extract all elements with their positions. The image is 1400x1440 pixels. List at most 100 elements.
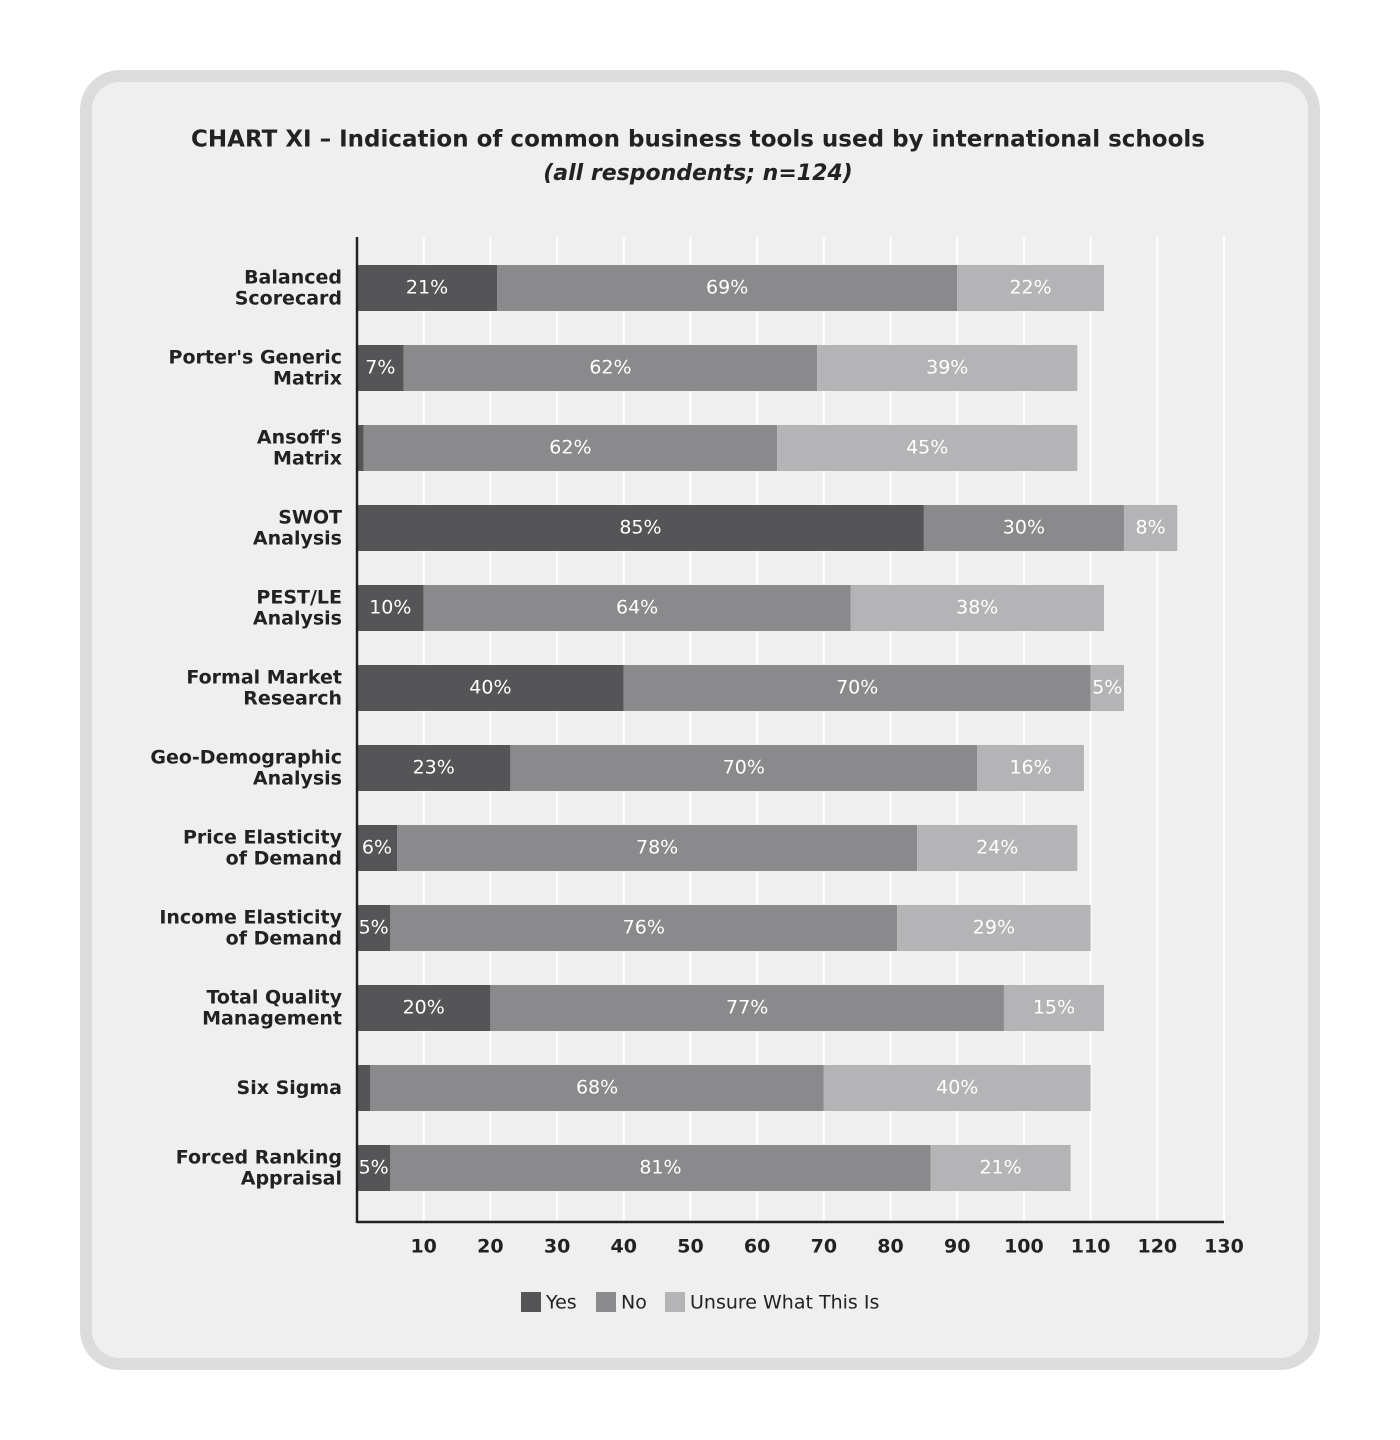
value-label: 29% [973, 917, 1015, 939]
bar-segment [357, 425, 364, 471]
value-label: 6% [362, 837, 392, 859]
y-tick-label-line: Analysis [253, 607, 342, 629]
y-tick-label-line: of Demand [226, 927, 342, 949]
y-tick-label-line: Formal Market [186, 666, 342, 688]
legend-label: Unsure What This Is [690, 1292, 879, 1314]
y-tick-label-line: Scorecard [235, 287, 342, 309]
x-tick-label: 70 [811, 1236, 837, 1258]
bar-segment [623, 665, 1091, 711]
y-tick-label-line: Ansoff's [257, 426, 342, 448]
value-label: 5% [1092, 677, 1122, 699]
y-tick-label-line: Six Sigma [237, 1077, 342, 1099]
x-tick-label: 20 [477, 1236, 503, 1258]
x-tick-label: 50 [677, 1236, 703, 1258]
x-tick-label: 90 [944, 1236, 970, 1258]
y-tick-label-line: Total Quality [206, 986, 342, 1008]
y-tick-label: Price Elasticity of Demand [183, 826, 343, 869]
bar-segment [357, 505, 924, 551]
x-tick-label: 80 [877, 1236, 903, 1258]
value-label: 62% [549, 437, 591, 459]
value-label: 5% [359, 1157, 389, 1179]
bar-segment [357, 985, 491, 1031]
x-tick-label: 130 [1204, 1236, 1244, 1258]
x-tick-label: 110 [1071, 1236, 1111, 1258]
value-label: 15% [1033, 997, 1075, 1019]
bar-segment [777, 425, 1078, 471]
y-tick-label: Income Elasticity of Demand [159, 906, 342, 949]
value-label: 21% [406, 277, 448, 299]
legend-label: No [621, 1292, 647, 1314]
y-tick-label-line: Matrix [273, 447, 342, 469]
bar-segment [357, 1065, 371, 1111]
y-tick-label: Forced Ranking Appraisal [176, 1146, 342, 1189]
y-tick-label: Formal Market Research [186, 666, 342, 709]
x-tick-label: 10 [410, 1236, 436, 1258]
bar-segment [363, 425, 778, 471]
y-tick-label-line: Analysis [253, 527, 342, 549]
y-tick-label: PEST/LE Analysis [253, 586, 342, 629]
value-label: 69% [706, 277, 748, 299]
value-label: 62% [589, 357, 631, 379]
y-tick-label-line: PEST/LE [256, 586, 342, 608]
value-label: 76% [623, 917, 665, 939]
y-tick-label: Ansoff's Matrix [257, 426, 342, 469]
value-label: 81% [639, 1157, 681, 1179]
bar-segment [510, 745, 978, 791]
bar-segment [1090, 665, 1124, 711]
x-tick-label: 40 [611, 1236, 637, 1258]
bar-segment [357, 585, 424, 631]
bar-segment [1123, 505, 1178, 551]
bar-segment [497, 265, 958, 311]
value-label: 78% [636, 837, 678, 859]
bar-segment [817, 345, 1078, 391]
value-label: 40% [469, 677, 511, 699]
x-tick-label: 120 [1137, 1236, 1177, 1258]
value-label: 7% [365, 357, 395, 379]
value-label: 21% [979, 1157, 1021, 1179]
legend-swatch [521, 1292, 541, 1312]
bar-segment [403, 345, 818, 391]
x-tick-label: 100 [1004, 1236, 1044, 1258]
value-label: 23% [413, 757, 455, 779]
bar-segment [357, 265, 498, 311]
value-label: 10% [369, 597, 411, 619]
y-tick-label: Six Sigma [237, 1077, 342, 1099]
value-label: 39% [926, 357, 968, 379]
y-tick-label-line: Porter's Generic [169, 346, 342, 368]
y-tick-label-line: Price Elasticity [183, 826, 343, 848]
value-label: 70% [723, 757, 765, 779]
bar-segment [390, 1145, 931, 1191]
y-tick-label: Porter's Generic Matrix [169, 346, 342, 389]
bar-segment [897, 905, 1091, 951]
bar-segment [357, 1145, 391, 1191]
y-tick-label-line: Management [202, 1007, 342, 1029]
y-tick-label-line: SWOT [278, 506, 342, 528]
y-tick-label-line: of Demand [226, 847, 342, 869]
legend-swatch [596, 1292, 616, 1312]
bar-segment [850, 585, 1104, 631]
legend-label: Yes [545, 1292, 577, 1314]
bar-segment [357, 665, 624, 711]
y-tick-label-line: Forced Ranking [176, 1146, 342, 1168]
value-label: 68% [576, 1077, 618, 1099]
x-tick-label: 60 [744, 1236, 770, 1258]
bar-segment [917, 825, 1078, 871]
bar-segment [957, 265, 1104, 311]
chart-title: CHART XI – Indication of common business… [191, 127, 1205, 153]
bar-segment [923, 505, 1124, 551]
chart-subtitle: (all respondents; n=124) [543, 161, 853, 186]
y-tick-label-line: Matrix [273, 367, 342, 389]
bar-segment [977, 745, 1084, 791]
bar-segment [357, 345, 404, 391]
value-label: 85% [619, 517, 661, 539]
y-tick-label-line: Income Elasticity [159, 906, 342, 928]
bar-segment [357, 825, 398, 871]
value-label: 8% [1136, 517, 1166, 539]
value-label: 70% [836, 677, 878, 699]
y-tick-label-line: Research [243, 687, 342, 709]
y-tick-label: SWOT Analysis [253, 506, 342, 549]
y-tick-label-line: Balanced [244, 266, 342, 288]
y-tick-label: Geo-Demographic Analysis [150, 746, 342, 789]
y-tick-label-line: Analysis [253, 767, 342, 789]
